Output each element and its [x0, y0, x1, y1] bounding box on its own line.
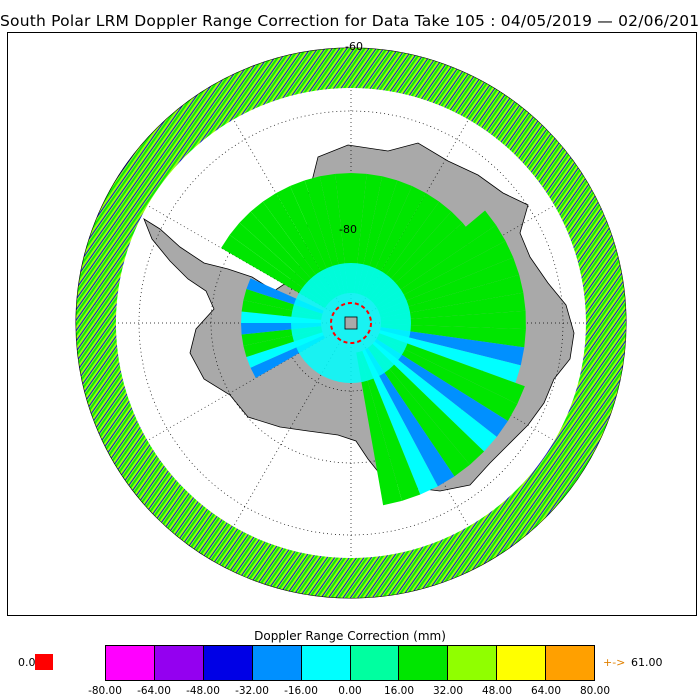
- coverage-wedge: [335, 173, 351, 294]
- coverage-wedge: [371, 211, 463, 303]
- meridian-line: [112, 185, 334, 314]
- lat-label-80: -80: [339, 223, 357, 236]
- coverage-wedge: [372, 341, 497, 452]
- colorbar-swatch: [497, 646, 547, 680]
- lat-label-60: -60: [345, 40, 363, 53]
- coverage-wedge: [380, 324, 526, 348]
- meridians: [76, 48, 626, 598]
- coverage-wedge: [367, 345, 470, 477]
- overflow-arrow: +->: [603, 656, 626, 669]
- coverage-wedge: [376, 336, 518, 422]
- colorbar-swatch: [106, 646, 155, 680]
- coverage-wedge: [379, 274, 524, 318]
- coverage-wedge: [380, 327, 525, 366]
- underflow-swatch: [35, 654, 53, 670]
- coverage-wedge: [378, 257, 520, 315]
- coverage-wedge: [374, 338, 508, 437]
- meridian-line: [368, 185, 590, 314]
- colorbar-swatch: [546, 646, 595, 680]
- coverage-wedge: [363, 185, 426, 298]
- meridian-line: [112, 332, 334, 461]
- coverage-wedge: [365, 347, 455, 487]
- colorbar-tick-label: 64.00: [530, 685, 562, 697]
- colorbar-tick-label: 16.00: [383, 685, 415, 697]
- coverage-wedge: [379, 330, 521, 383]
- coverage-wedge: [366, 193, 440, 299]
- coverage-wedge: [276, 185, 339, 298]
- meridian-line: [368, 332, 590, 461]
- coverage-wedge: [370, 343, 485, 465]
- coverage-wedge: [375, 225, 506, 309]
- coverage-wedges: [221, 173, 526, 506]
- coverage-wedge: [221, 234, 327, 308]
- colorbar-swatch: [203, 646, 253, 680]
- colorbar-tick-label: 32.00: [432, 685, 464, 697]
- coverage-wedge: [380, 310, 526, 330]
- polar-map: [8, 47, 627, 599]
- coverage-wedge: [289, 180, 342, 296]
- coverage-wedge: [356, 351, 402, 506]
- pole-box: [344, 316, 358, 330]
- coverage-wedge: [239, 211, 331, 303]
- underflow-label: 0.0: [18, 656, 36, 669]
- colorbar-tick-label: -48.00: [186, 685, 220, 697]
- meridian-line: [360, 340, 489, 562]
- coverage-wedge: [357, 176, 398, 295]
- coverage-wedge: [373, 210, 497, 307]
- map-frame: -60 -80: [7, 32, 697, 616]
- south-america-tip: [8, 189, 44, 229]
- coverage-wedge: [354, 173, 383, 294]
- colorbar-swatch: [301, 646, 351, 680]
- colorbar-swatch: [154, 646, 204, 680]
- meridian-line: [213, 84, 342, 306]
- coverage-wedge: [304, 176, 345, 295]
- colorbar-tick-label: 80.00: [579, 685, 611, 697]
- coverage-wedge: [377, 240, 514, 312]
- meridian-line: [213, 340, 342, 562]
- colorbar-tick-label: -16.00: [284, 685, 318, 697]
- overflow-label: 61.00: [631, 656, 663, 669]
- coverage-wedge: [262, 193, 336, 299]
- pole-ring: [330, 302, 372, 344]
- colorbar-tick-label: -32.00: [235, 685, 269, 697]
- coverage-wedge: [368, 201, 452, 301]
- falklands: [42, 135, 54, 151]
- colorbar: [105, 645, 595, 681]
- colorbar-title: Doppler Range Correction (mm): [254, 629, 446, 643]
- colorbar-tick-label: 48.00: [481, 685, 513, 697]
- coverage-wedge: [377, 333, 525, 405]
- colorbar-swatch: [350, 646, 400, 680]
- coverage-wedge: [250, 201, 334, 301]
- colorbar-tick-label: -64.00: [137, 685, 171, 697]
- coverage-wedge: [229, 222, 329, 306]
- island-south-georgia: [163, 81, 173, 94]
- coverage-wedge: [380, 292, 526, 321]
- coverage-wedge: [351, 173, 367, 294]
- colorbar-tick-label: -80.00: [88, 685, 122, 697]
- coverage-wedge: [359, 350, 421, 501]
- colorbar-tick-label: 0.00: [338, 685, 362, 697]
- colorbar-swatch: [448, 646, 498, 680]
- coverage-wedge: [319, 173, 348, 294]
- meridian-line: [360, 84, 489, 306]
- coverage-wedge: [362, 349, 438, 495]
- colorbar-swatch: [399, 646, 449, 680]
- coverage-wedge: [360, 180, 413, 296]
- colorbar-swatch: [252, 646, 302, 680]
- chart-title: South Polar LRM Doppler Range Correction…: [0, 12, 700, 30]
